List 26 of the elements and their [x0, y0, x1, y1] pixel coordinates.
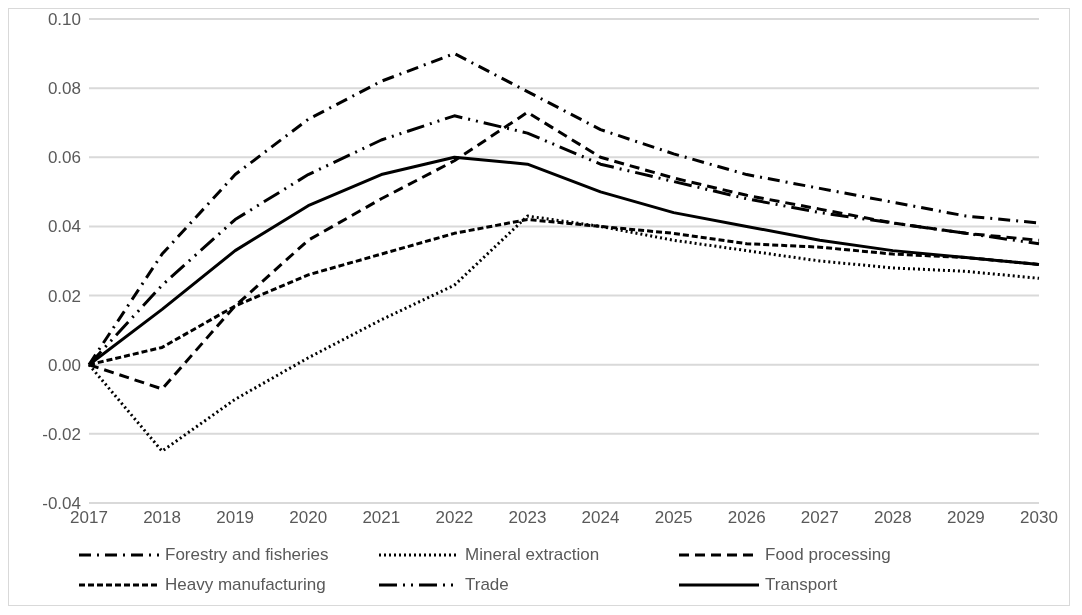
x-tick-label: 2027 [800, 508, 839, 528]
y-tick-label: 0.10 [47, 10, 81, 30]
x-tick-label: 2019 [216, 508, 255, 528]
x-tick-label: 2020 [289, 508, 328, 528]
y-tick-label: 0.06 [47, 148, 81, 168]
x-tick-label: 2030 [1020, 508, 1058, 528]
x-tick-label: 2021 [362, 508, 401, 528]
legend-label: Heavy manufacturing [165, 575, 326, 595]
legend-label: Mineral extraction [465, 545, 600, 565]
x-tick-label: 2025 [654, 508, 693, 528]
y-tick-label: 0.08 [47, 79, 81, 99]
x-tick-label: 2024 [581, 508, 620, 528]
legend-label: Trade [465, 575, 509, 595]
y-tick-label: 0.02 [47, 286, 81, 306]
x-tick-label: 2018 [143, 508, 181, 528]
legend-label: Food processing [765, 545, 891, 565]
legend-label: Transport [765, 575, 838, 595]
x-tick-label: 2028 [873, 508, 912, 528]
x-tick-label: 2026 [727, 508, 766, 528]
y-tick-label: -0.02 [42, 424, 81, 444]
x-tick-label: 2029 [947, 508, 985, 528]
legend-label: Forestry and fisheries [165, 545, 329, 565]
x-tick-label: 2022 [435, 508, 474, 528]
y-tick-label: 0.04 [47, 217, 81, 237]
y-tick-label: 0.00 [47, 355, 81, 375]
x-tick-label: 2023 [508, 508, 547, 528]
